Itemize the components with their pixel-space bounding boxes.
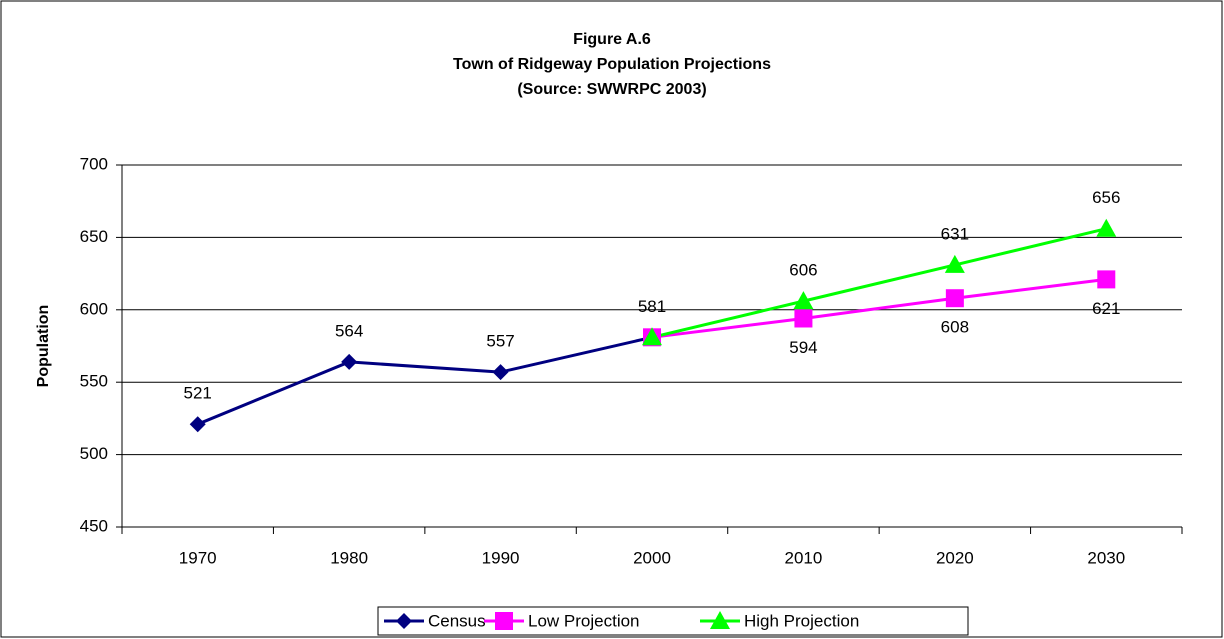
data-label: 606 [789,261,817,280]
data-label: 594 [789,338,817,357]
y-tick-label: 700 [80,154,108,173]
chart-source: (Source: SWWRPC 2003) [517,81,706,98]
legend-label: Census [428,611,486,630]
data-label: 621 [1092,299,1120,318]
y-tick-label: 450 [80,516,108,535]
chart-subtitle: Town of Ridgeway Population Projections [453,56,771,73]
y-axis-label: Population [35,305,52,388]
marker [794,309,813,328]
x-tick-label: 1980 [330,548,368,567]
series-line [651,277,1107,339]
marker [642,327,662,346]
x-tick-label: 1990 [482,548,520,567]
marker [793,291,814,310]
data-label: 581 [638,297,666,316]
x-tick-label: 1970 [179,548,217,567]
data-label: 557 [486,332,514,351]
legend-marker [396,613,412,629]
marker [189,416,206,433]
legend-marker [495,612,513,630]
data-label: 564 [335,321,363,340]
marker [341,353,358,370]
marker [492,364,509,381]
series-line [651,227,1107,339]
legend-marker [710,611,730,629]
marker [944,254,965,273]
chart-title: Figure A.6 [573,31,651,48]
y-tick-label: 500 [80,444,108,463]
series-line [197,335,653,426]
y-tick-label: 600 [80,299,108,318]
data-label: 656 [1092,188,1120,207]
legend-box [377,606,969,636]
legend-label: High Projection [744,611,859,630]
x-tick-label: 2010 [785,548,823,567]
marker [1096,218,1117,237]
data-label: 521 [184,384,212,403]
x-tick-label: 2020 [936,548,974,567]
legend-label: Low Projection [528,611,640,630]
x-tick-label: 2030 [1087,548,1125,567]
marker [1097,270,1116,289]
data-label: 608 [941,318,969,337]
y-tick-label: 550 [80,372,108,391]
marker [945,289,964,308]
data-label: 631 [941,224,969,243]
y-tick-label: 650 [80,227,108,246]
x-tick-label: 2000 [633,548,671,567]
